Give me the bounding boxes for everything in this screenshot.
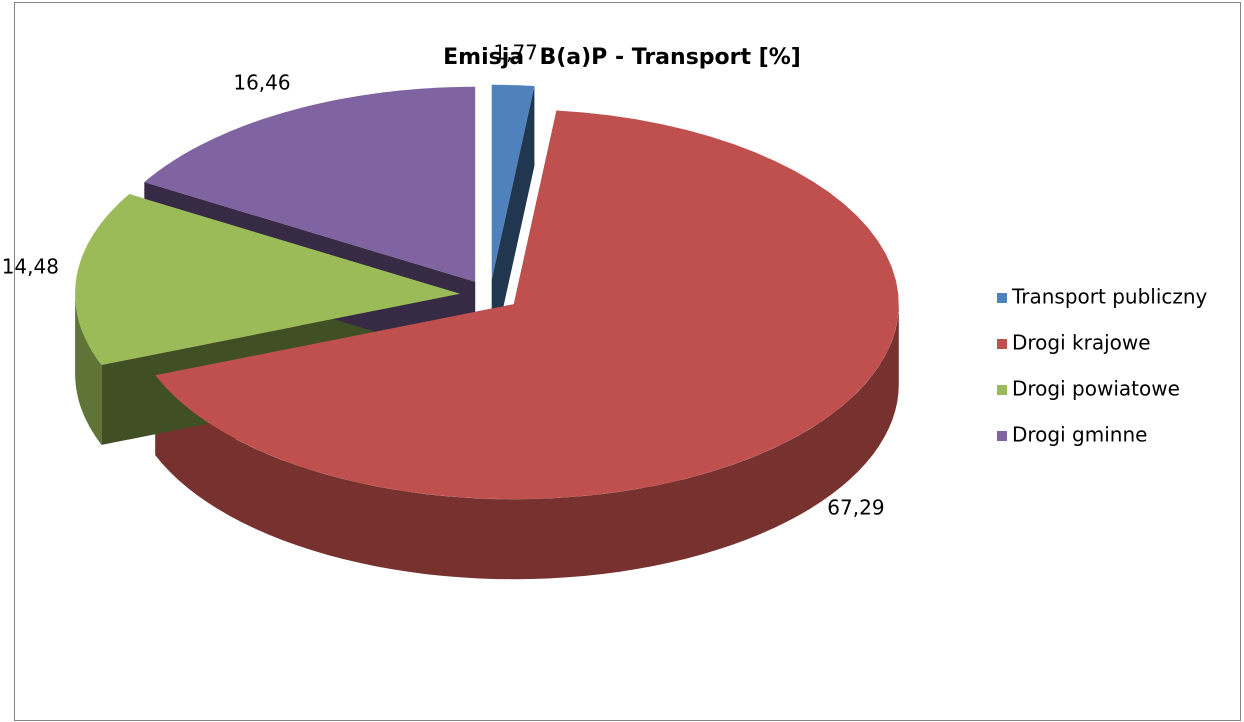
- legend-label: Drogi gminne: [1012, 423, 1147, 447]
- pie-slice: [144, 86, 476, 282]
- legend-label: Drogi krajowe: [1012, 331, 1151, 355]
- data-label: 14,48: [2, 254, 59, 278]
- legend-swatch: [997, 431, 1007, 441]
- slice-side: [75, 293, 102, 445]
- pie-slice: [155, 110, 899, 500]
- legend-label: Drogi powiatowe: [1012, 377, 1180, 401]
- slice-side: [155, 304, 899, 580]
- pie-slice: [75, 194, 461, 365]
- legend-label: Transport publiczny: [1011, 285, 1208, 309]
- slice-wall: [491, 86, 535, 360]
- legend-swatch: [997, 385, 1007, 395]
- data-label: 1,77: [493, 40, 538, 64]
- pie-slice: [491, 84, 535, 280]
- data-label: 16,46: [233, 70, 290, 94]
- chart-title: Emisja B(a)P - Transport [%]: [443, 45, 801, 70]
- data-label: 67,29: [827, 496, 884, 520]
- legend-swatch: [997, 339, 1007, 349]
- legend-swatch: [997, 293, 1007, 303]
